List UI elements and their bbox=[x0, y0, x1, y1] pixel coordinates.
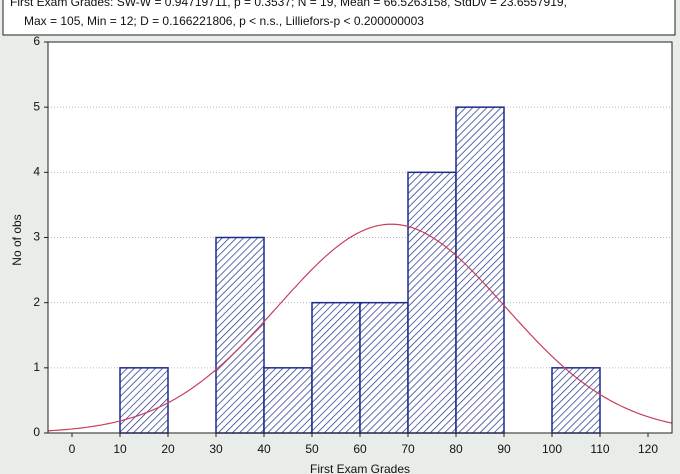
x-tick-label: 10 bbox=[113, 442, 127, 456]
y-tick-label: 0 bbox=[33, 425, 40, 439]
x-tick-label: 60 bbox=[353, 442, 367, 456]
bar bbox=[119, 367, 169, 434]
bar bbox=[455, 106, 505, 434]
chart-subtitle: Max = 105, Min = 12; D = 0.166221806, p … bbox=[24, 14, 424, 28]
y-tick-label: 3 bbox=[33, 230, 40, 244]
bar bbox=[407, 171, 457, 434]
y-tick-label: 6 bbox=[33, 34, 40, 48]
x-tick-label: 20 bbox=[161, 442, 175, 456]
bar bbox=[215, 236, 265, 434]
x-axis-label: First Exam Grades bbox=[310, 462, 410, 474]
normal-curve bbox=[47, 223, 673, 432]
x-tick-label: 40 bbox=[257, 442, 271, 456]
x-tick-label: 100 bbox=[542, 442, 562, 456]
x-tick-label: 30 bbox=[209, 442, 223, 456]
y-axis-label: No of obs bbox=[10, 214, 24, 265]
y-tick-label: 4 bbox=[33, 165, 40, 179]
y-tick-label: 5 bbox=[33, 99, 40, 113]
title-box bbox=[2, 0, 676, 36]
chart-title: First Exam Grades: SW-W = 0.94719711, p … bbox=[10, 0, 567, 9]
y-tick-label: 2 bbox=[33, 295, 40, 309]
plot-frame bbox=[47, 41, 673, 434]
bar bbox=[311, 301, 361, 434]
bar bbox=[359, 301, 409, 434]
x-tick-label: 90 bbox=[497, 442, 511, 456]
x-tick-label: 110 bbox=[590, 442, 609, 456]
bar bbox=[263, 367, 313, 434]
x-tick-label: 50 bbox=[305, 442, 319, 456]
x-tick-label: 80 bbox=[449, 442, 463, 456]
y-tick-label: 1 bbox=[33, 360, 40, 374]
x-tick-label: 0 bbox=[69, 442, 76, 456]
x-tick-label: 70 bbox=[401, 442, 415, 456]
x-tick-label: 120 bbox=[638, 442, 658, 456]
